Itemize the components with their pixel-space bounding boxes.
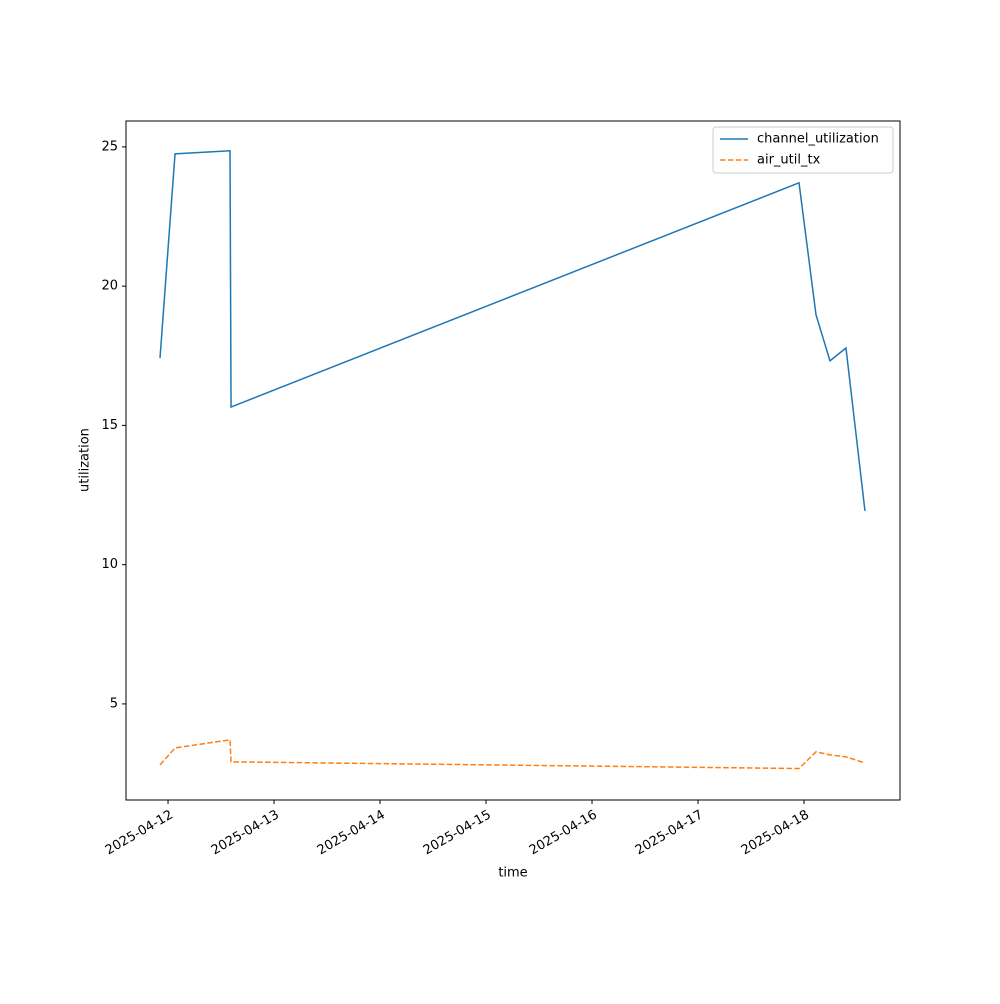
line-series: [159, 738, 866, 770]
y-tick-label: 20: [101, 279, 118, 294]
legend-box: [712, 126, 894, 174]
y-tick-label: 5: [110, 696, 118, 711]
line-series: [159, 150, 866, 511]
x-tick-label: 2025-04-14: [315, 808, 388, 859]
x-tick-label: 2025-04-17: [633, 808, 706, 859]
y-tick-label: 25: [101, 139, 118, 154]
plot-frame: [125, 120, 901, 801]
x-axis-label: time: [498, 866, 527, 881]
x-tick-label: 2025-04-13: [209, 808, 282, 859]
legend-label: channel_utilization: [757, 132, 879, 147]
y-tick-label: 10: [101, 557, 118, 572]
y-tick-label: 15: [101, 418, 118, 433]
legend-label: air_util_tx: [757, 153, 821, 168]
x-tick-label: 2025-04-16: [527, 808, 600, 859]
x-tick-label: 2025-04-15: [421, 808, 494, 859]
y-axis-label: utilization: [78, 428, 93, 492]
x-tick-label: 2025-04-18: [739, 808, 812, 859]
x-tick-label: 2025-04-12: [103, 808, 176, 859]
